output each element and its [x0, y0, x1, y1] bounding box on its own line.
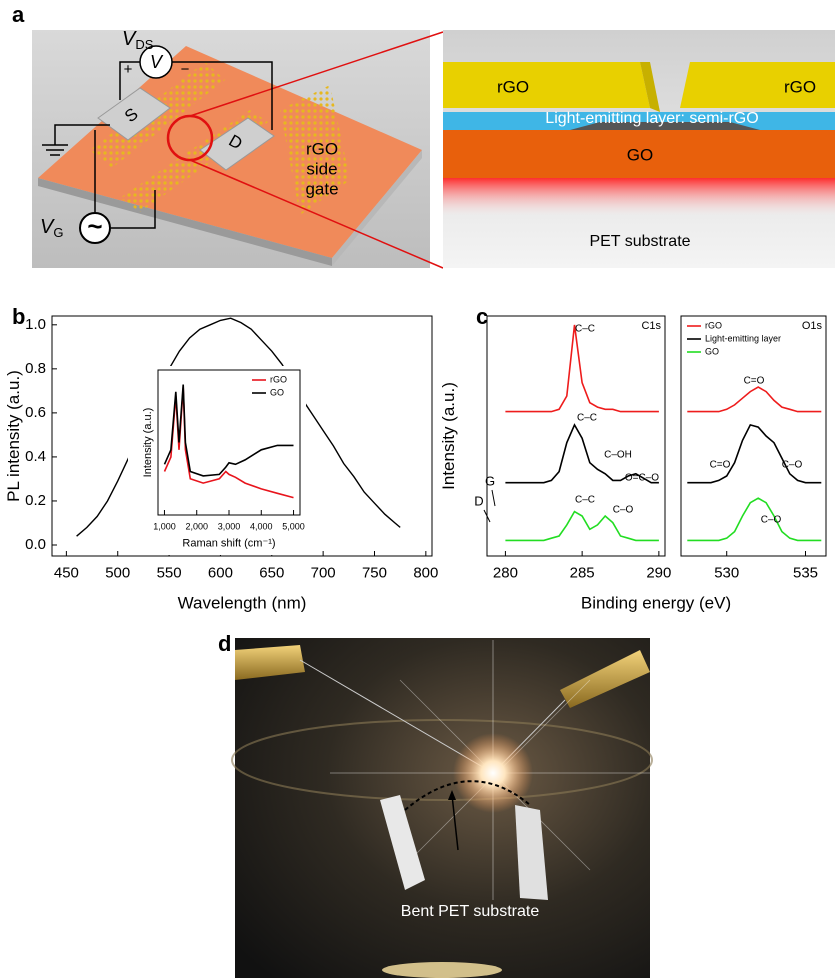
side-gate-label: gate [305, 179, 338, 198]
x-tick-label: 290 [646, 564, 671, 581]
side-gate-label: rGO [306, 139, 338, 158]
device-illustration: VDS + − V S D rGO side gate VG ~ [32, 28, 443, 268]
x-tick-label: 550 [157, 564, 182, 581]
minus-sign: − [181, 61, 190, 78]
y-tick-label: 0.0 [25, 536, 46, 553]
legend-label: GO [270, 387, 284, 397]
photo-annotation: Bent PET substrate [401, 903, 540, 920]
x-tick-label: 530 [714, 564, 739, 581]
substrate-label: PET substrate [589, 233, 690, 250]
annotation: C=O [744, 376, 765, 387]
y-tick-label: 1.0 [25, 316, 46, 333]
x-tick-label: 700 [311, 564, 336, 581]
series-line [687, 498, 821, 540]
legend-label: rGO [705, 320, 722, 330]
annotation-arrow [492, 490, 495, 506]
series-line [687, 425, 821, 483]
annotation: O=C–O [625, 473, 659, 484]
chart-title: O1s [802, 320, 823, 332]
series-line [687, 387, 821, 412]
legend-label: Light-emitting layer [705, 333, 781, 343]
x-tick-label: 600 [208, 564, 233, 581]
x-tick-label: 800 [413, 564, 438, 581]
x-tick-label: 5,000 [282, 521, 305, 531]
annotation: C–O [761, 515, 782, 526]
x-axis-label: Binding energy (eV) [581, 593, 731, 612]
x-tick-label: 3,000 [218, 521, 241, 531]
plot-frame [681, 316, 826, 556]
legend-label: rGO [270, 374, 287, 384]
y-axis-label: PL intensity (a.u.) [4, 370, 23, 502]
y-tick-label: 0.4 [25, 448, 46, 465]
annotation: C–O [782, 460, 803, 471]
x-tick-label: 2,000 [185, 521, 208, 531]
annotation: C–C [575, 495, 595, 506]
annotation: G [485, 473, 495, 488]
vg-subscript: G [53, 225, 63, 240]
go-label: GO [627, 145, 653, 164]
x-tick-label: 280 [493, 564, 518, 581]
annotation: C–OH [604, 450, 632, 461]
annotation: C–O [613, 505, 634, 516]
x-tick-label: 535 [793, 564, 818, 581]
series-line [505, 325, 659, 412]
legend-label: GO [705, 346, 719, 356]
x-tick-label: 285 [570, 564, 595, 581]
plot-frame [487, 316, 665, 556]
x-tick-label: 500 [105, 564, 130, 581]
electrode-label: rGO [784, 77, 816, 96]
x-tick-label: 750 [362, 564, 387, 581]
y-axis-label: Intensity (a.u.) [439, 382, 458, 490]
ac-symbol: ~ [87, 211, 102, 241]
annotation: C–C [577, 413, 597, 424]
x-tick-label: 450 [54, 564, 79, 581]
panel-label: c [476, 304, 488, 329]
y-tick-label: 0.6 [25, 404, 46, 421]
y-tick-label: 0.8 [25, 360, 46, 377]
voltmeter-symbol: V [150, 52, 164, 72]
series-line [505, 512, 659, 541]
x-axis-label: Wavelength (nm) [178, 593, 307, 612]
chart-title: C1s [641, 320, 661, 332]
y-tick-label: 0.2 [25, 492, 46, 509]
photo: Bent PET substrate [232, 638, 652, 978]
annotation: C=O [710, 460, 731, 471]
annotation: D [474, 493, 483, 508]
panel-label: d [218, 631, 231, 656]
side-gate-label: side [306, 159, 337, 178]
y-axis-label: Intensity (a.u.) [142, 408, 154, 478]
electrode-label: rGO [497, 77, 529, 96]
x-tick-label: 1,000 [153, 521, 176, 531]
figure: a b c d VDS + − V S D rGO side g [0, 0, 835, 978]
x-axis-label: Raman shift (cm⁻¹) [182, 538, 275, 550]
panel-label: a [12, 2, 25, 27]
panel-label: b [12, 304, 25, 329]
x-tick-label: 4,000 [250, 521, 273, 531]
x-tick-label: 650 [259, 564, 284, 581]
plus-sign: + [124, 61, 133, 78]
vds-subscript: DS [135, 37, 153, 52]
cross-section: rGO rGO Light-emitting layer: semi-rGO G… [443, 30, 835, 268]
annotation: C–C [575, 324, 595, 335]
layer-label: Light-emitting layer: semi-rGO [545, 110, 758, 127]
